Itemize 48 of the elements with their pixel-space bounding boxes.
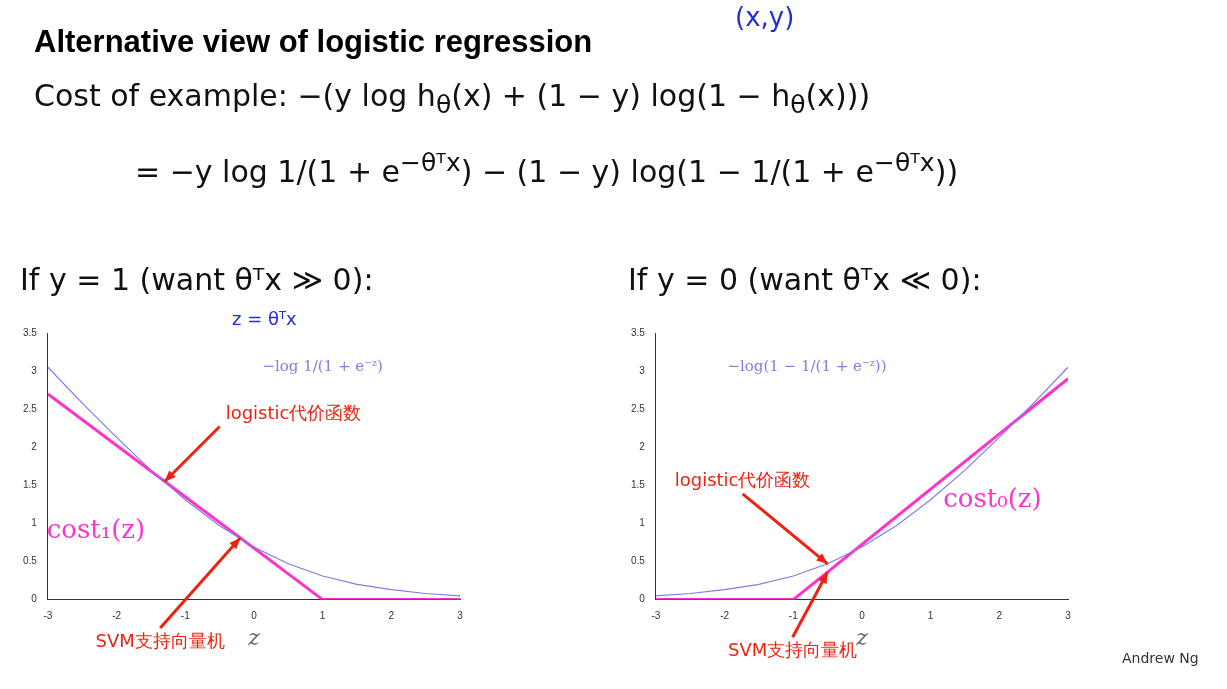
text: = −y log 1/(1 + e$^{−θᵀx}$) − (1 − y) log(1 − 1/(1 + e$^{−θᵀx}$))	[135, 148, 959, 189]
chart-title: Alternative view of logistic regression	[34, 24, 593, 60]
text: z = θᵀx	[232, 308, 297, 329]
x-tick-label: 0	[251, 610, 258, 622]
text: Cost of example: −(y log h$_{θ}$(x) + (1 − y) log(1 − h$_{θ}$(x)))	[34, 78, 871, 119]
y-tick-label: 1	[31, 517, 38, 529]
y-tick-label: 3.5	[631, 326, 646, 338]
y-tick-label: 2.5	[631, 402, 646, 414]
y-tick-label: 3.5	[23, 326, 38, 338]
text: −log 1/(1 + e⁻ᶻ)	[262, 357, 383, 376]
y-tick-label: 2	[31, 441, 38, 453]
text: Andrew Ng	[1122, 650, 1199, 666]
x-tick-label: -2	[112, 610, 122, 622]
x-tick-label: 3	[457, 610, 464, 622]
x-tick-label: -2	[720, 610, 730, 622]
text: −log(1 − 1/(1 + e⁻ᶻ))	[727, 357, 887, 376]
x-tick-label: 2	[388, 610, 395, 622]
annotation: logistic代价函数	[225, 402, 362, 424]
text: (x,y)	[735, 2, 795, 32]
x-tick-label: -1	[180, 610, 191, 622]
y-tick-label: 1	[639, 517, 646, 529]
series-label: cost₁(z)	[46, 513, 146, 544]
y-tick-label: 0.5	[23, 555, 38, 567]
x-tick-label: 2	[996, 610, 1003, 622]
y-tick-label: 0.5	[631, 555, 646, 567]
chart-subtitle: If y = 0 (want θᵀx ≪ 0):	[628, 262, 982, 297]
chart-subtitle: If y = 1 (want θᵀx ≫ 0):	[20, 262, 374, 297]
x-tick-label: -1	[788, 610, 799, 622]
y-tick-label: 2.5	[23, 402, 38, 414]
series-label: cost₀(z)	[943, 483, 1042, 514]
annotation: SVM支持向量机	[727, 638, 858, 660]
x-tick-label: 1	[319, 610, 326, 622]
x-tick-label: 1	[927, 610, 934, 622]
x-tick-label: -3	[43, 610, 53, 622]
x-tick-label: 3	[1065, 610, 1072, 622]
y-tick-label: 1.5	[23, 479, 38, 491]
x-axis-title: z	[855, 624, 869, 650]
x-tick-label: -3	[651, 610, 661, 622]
y-tick-label: 2	[639, 441, 646, 453]
y-tick-label: 3	[639, 364, 646, 376]
x-tick-label: 0	[859, 610, 866, 622]
annotation: logistic代价函数	[674, 469, 811, 491]
y-tick-label: 0	[639, 593, 646, 605]
x-axis-title: z	[247, 624, 261, 650]
annotation: SVM支持向量机	[95, 629, 225, 651]
y-tick-label: 1.5	[631, 479, 646, 491]
y-tick-label: 0	[31, 593, 38, 605]
y-tick-label: 3	[31, 364, 38, 376]
